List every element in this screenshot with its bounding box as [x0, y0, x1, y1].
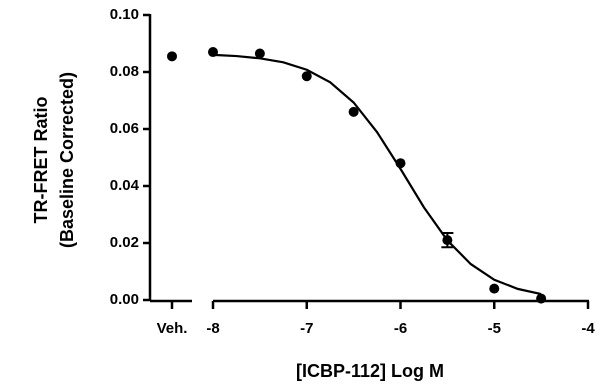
data-point — [301, 71, 312, 82]
y-tick-label: 0.06 — [110, 120, 139, 137]
data-point — [395, 158, 406, 169]
x-tick-label: -5 — [488, 320, 501, 337]
data-point — [348, 106, 359, 117]
x-tick-label: -7 — [300, 320, 313, 337]
y-tick-label: 0.00 — [110, 291, 139, 308]
x-tick-label: -8 — [206, 320, 219, 337]
data-point — [489, 283, 500, 294]
x-axis-title: [ICBP-112] Log M — [296, 361, 444, 381]
vehicle-point — [167, 51, 177, 62]
data-point — [442, 235, 453, 246]
fit-curve — [212, 53, 542, 296]
y-axis-title: (Baseline Corrected) — [57, 72, 77, 248]
y-tick-label: 0.04 — [110, 177, 140, 194]
y-axis-title: TR-FRET Ratio — [31, 97, 51, 224]
x-tick-label: -4 — [581, 320, 595, 337]
data-point — [536, 293, 547, 304]
y-tick-label: 0.02 — [110, 234, 139, 251]
y-tick-label: 0.10 — [110, 6, 139, 23]
data-point — [208, 47, 218, 58]
y-tick-label: 0.08 — [110, 63, 139, 80]
x-tick-label: -6 — [394, 320, 407, 337]
data-point — [254, 48, 265, 59]
x-tick-label: Veh. — [157, 320, 188, 337]
